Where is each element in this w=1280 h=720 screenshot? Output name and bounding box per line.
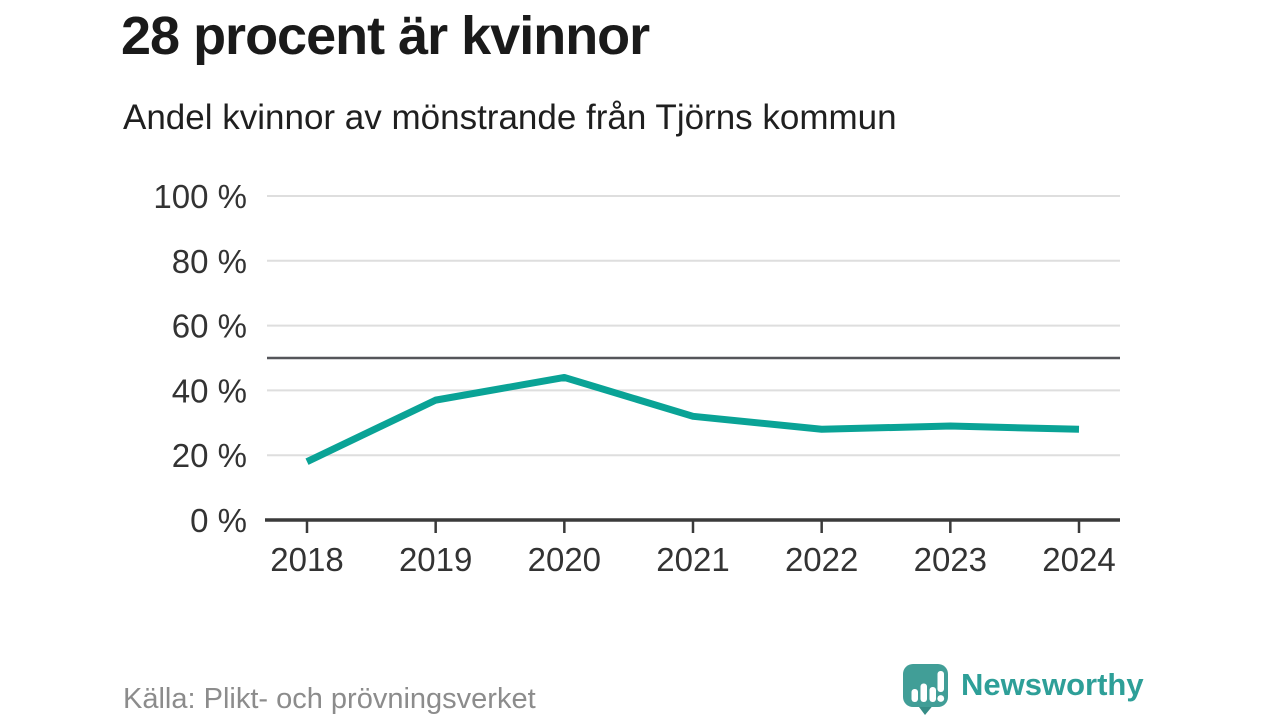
x-tick-label-2018: 2018 — [270, 541, 343, 578]
x-tick-label-2021: 2021 — [656, 541, 729, 578]
logo-bar-1 — [911, 689, 918, 702]
newsworthy-icon — [903, 664, 948, 715]
data-line-andel-kvinnor — [305, 373, 1080, 465]
chart-subtitle: Andel kvinnor av mönstrande från Tjörns … — [123, 98, 897, 137]
y-tick-label-60: 60 % — [172, 308, 247, 345]
x-tick-label-2019: 2019 — [399, 541, 472, 578]
y-tick-label-40: 40 % — [172, 372, 247, 409]
logo-exclamation-stem — [937, 671, 944, 692]
newsworthy-logo: Newsworthy — [901, 662, 1144, 716]
y-tick-label-100: 100 % — [153, 178, 247, 215]
x-tick-label-2024: 2024 — [1042, 541, 1115, 578]
y-tick-label-0: 0 % — [190, 502, 247, 539]
logo-bar-3 — [929, 687, 936, 702]
newsworthy-wordmark: Newsworthy — [961, 667, 1144, 702]
y-tick-label-20: 20 % — [172, 437, 247, 474]
source-caption: Källa: Plikt- och prövningsverket — [123, 683, 536, 715]
logo-exclamation-dot — [937, 695, 945, 702]
x-tick-label-2022: 2022 — [785, 541, 858, 578]
chart-title: 28 procent är kvinnor — [121, 6, 650, 66]
y-tick-label-80: 80 % — [172, 243, 247, 280]
x-tick-label-2020: 2020 — [528, 541, 601, 578]
x-tick-label-2023: 2023 — [914, 541, 987, 578]
logo-bar-2 — [920, 683, 927, 702]
